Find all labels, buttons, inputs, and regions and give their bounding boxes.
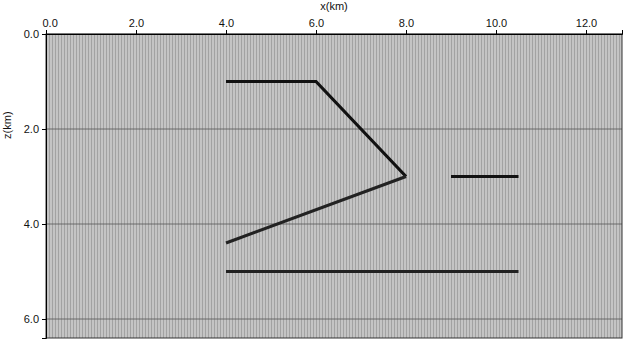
reflector [226, 177, 406, 244]
reflector [226, 82, 406, 177]
tick-mark [42, 129, 46, 130]
tick-label: 4.0 [24, 218, 39, 230]
axis-line [42, 35, 47, 339]
plot-frame [46, 34, 622, 338]
tick-label: 4.0 [219, 17, 234, 29]
grid [46, 34, 622, 319]
tick-label: 2.0 [24, 123, 39, 135]
tick-label: 6.0 [309, 17, 324, 29]
tick-label: 2.0 [129, 17, 144, 29]
plot: 0.0 2.0 4.0 6.0 8.0 10.0 12.0 0.0 2.0 4.0 6.0 [24, 17, 623, 339]
chart: 0.0 2.0 4.0 6.0 8.0 10.0 12.0 0.0 2.0 4.0 6.0 x(km)… [0, 0, 628, 344]
tick: 2.0 [24, 123, 46, 135]
tick-label: 10.0 [486, 17, 507, 29]
reflectors [226, 82, 519, 272]
tick-label: 6.0 [24, 313, 39, 325]
tick: 10.0 [486, 17, 507, 34]
tick-label: 8.0 [399, 17, 414, 29]
tick-mark [586, 30, 587, 34]
tick-label: 0.0 [43, 17, 58, 29]
tick-label: 0.0 [24, 28, 39, 40]
tick: 2.0 [129, 17, 144, 34]
axis-line [47, 30, 623, 35]
tick-mark [42, 224, 46, 225]
tick: 4.0 [219, 17, 234, 34]
section-background [46, 34, 622, 338]
tick: 12.0 [576, 17, 597, 34]
tick-mark [136, 30, 137, 34]
y-axis-title: z(km) [1, 111, 13, 139]
tick-mark [42, 34, 46, 35]
tick: 6.0 [309, 17, 324, 34]
tick: 4.0 [24, 218, 46, 230]
tick-label: 12.0 [576, 17, 597, 29]
tick: 6.0 [24, 313, 46, 325]
x-axis: 0.0 2.0 4.0 6.0 8.0 10.0 12.0 [43, 17, 623, 35]
grid-line [46, 319, 622, 320]
tick-mark [406, 30, 407, 34]
reflector [226, 270, 519, 273]
reflector [451, 175, 519, 178]
tick: 8.0 [399, 17, 414, 34]
tick-mark [42, 319, 46, 320]
tick-mark [496, 30, 497, 34]
tick-mark [226, 30, 227, 34]
x-axis-title: x(km) [320, 0, 348, 12]
tick: 0.0 [24, 28, 46, 40]
tick-mark [46, 30, 47, 34]
y-axis: 0.0 2.0 4.0 6.0 [24, 28, 47, 338]
grid-line [46, 224, 622, 225]
grid-line [46, 129, 622, 130]
tick-mark [316, 30, 317, 34]
tick: 0.0 [43, 17, 58, 34]
